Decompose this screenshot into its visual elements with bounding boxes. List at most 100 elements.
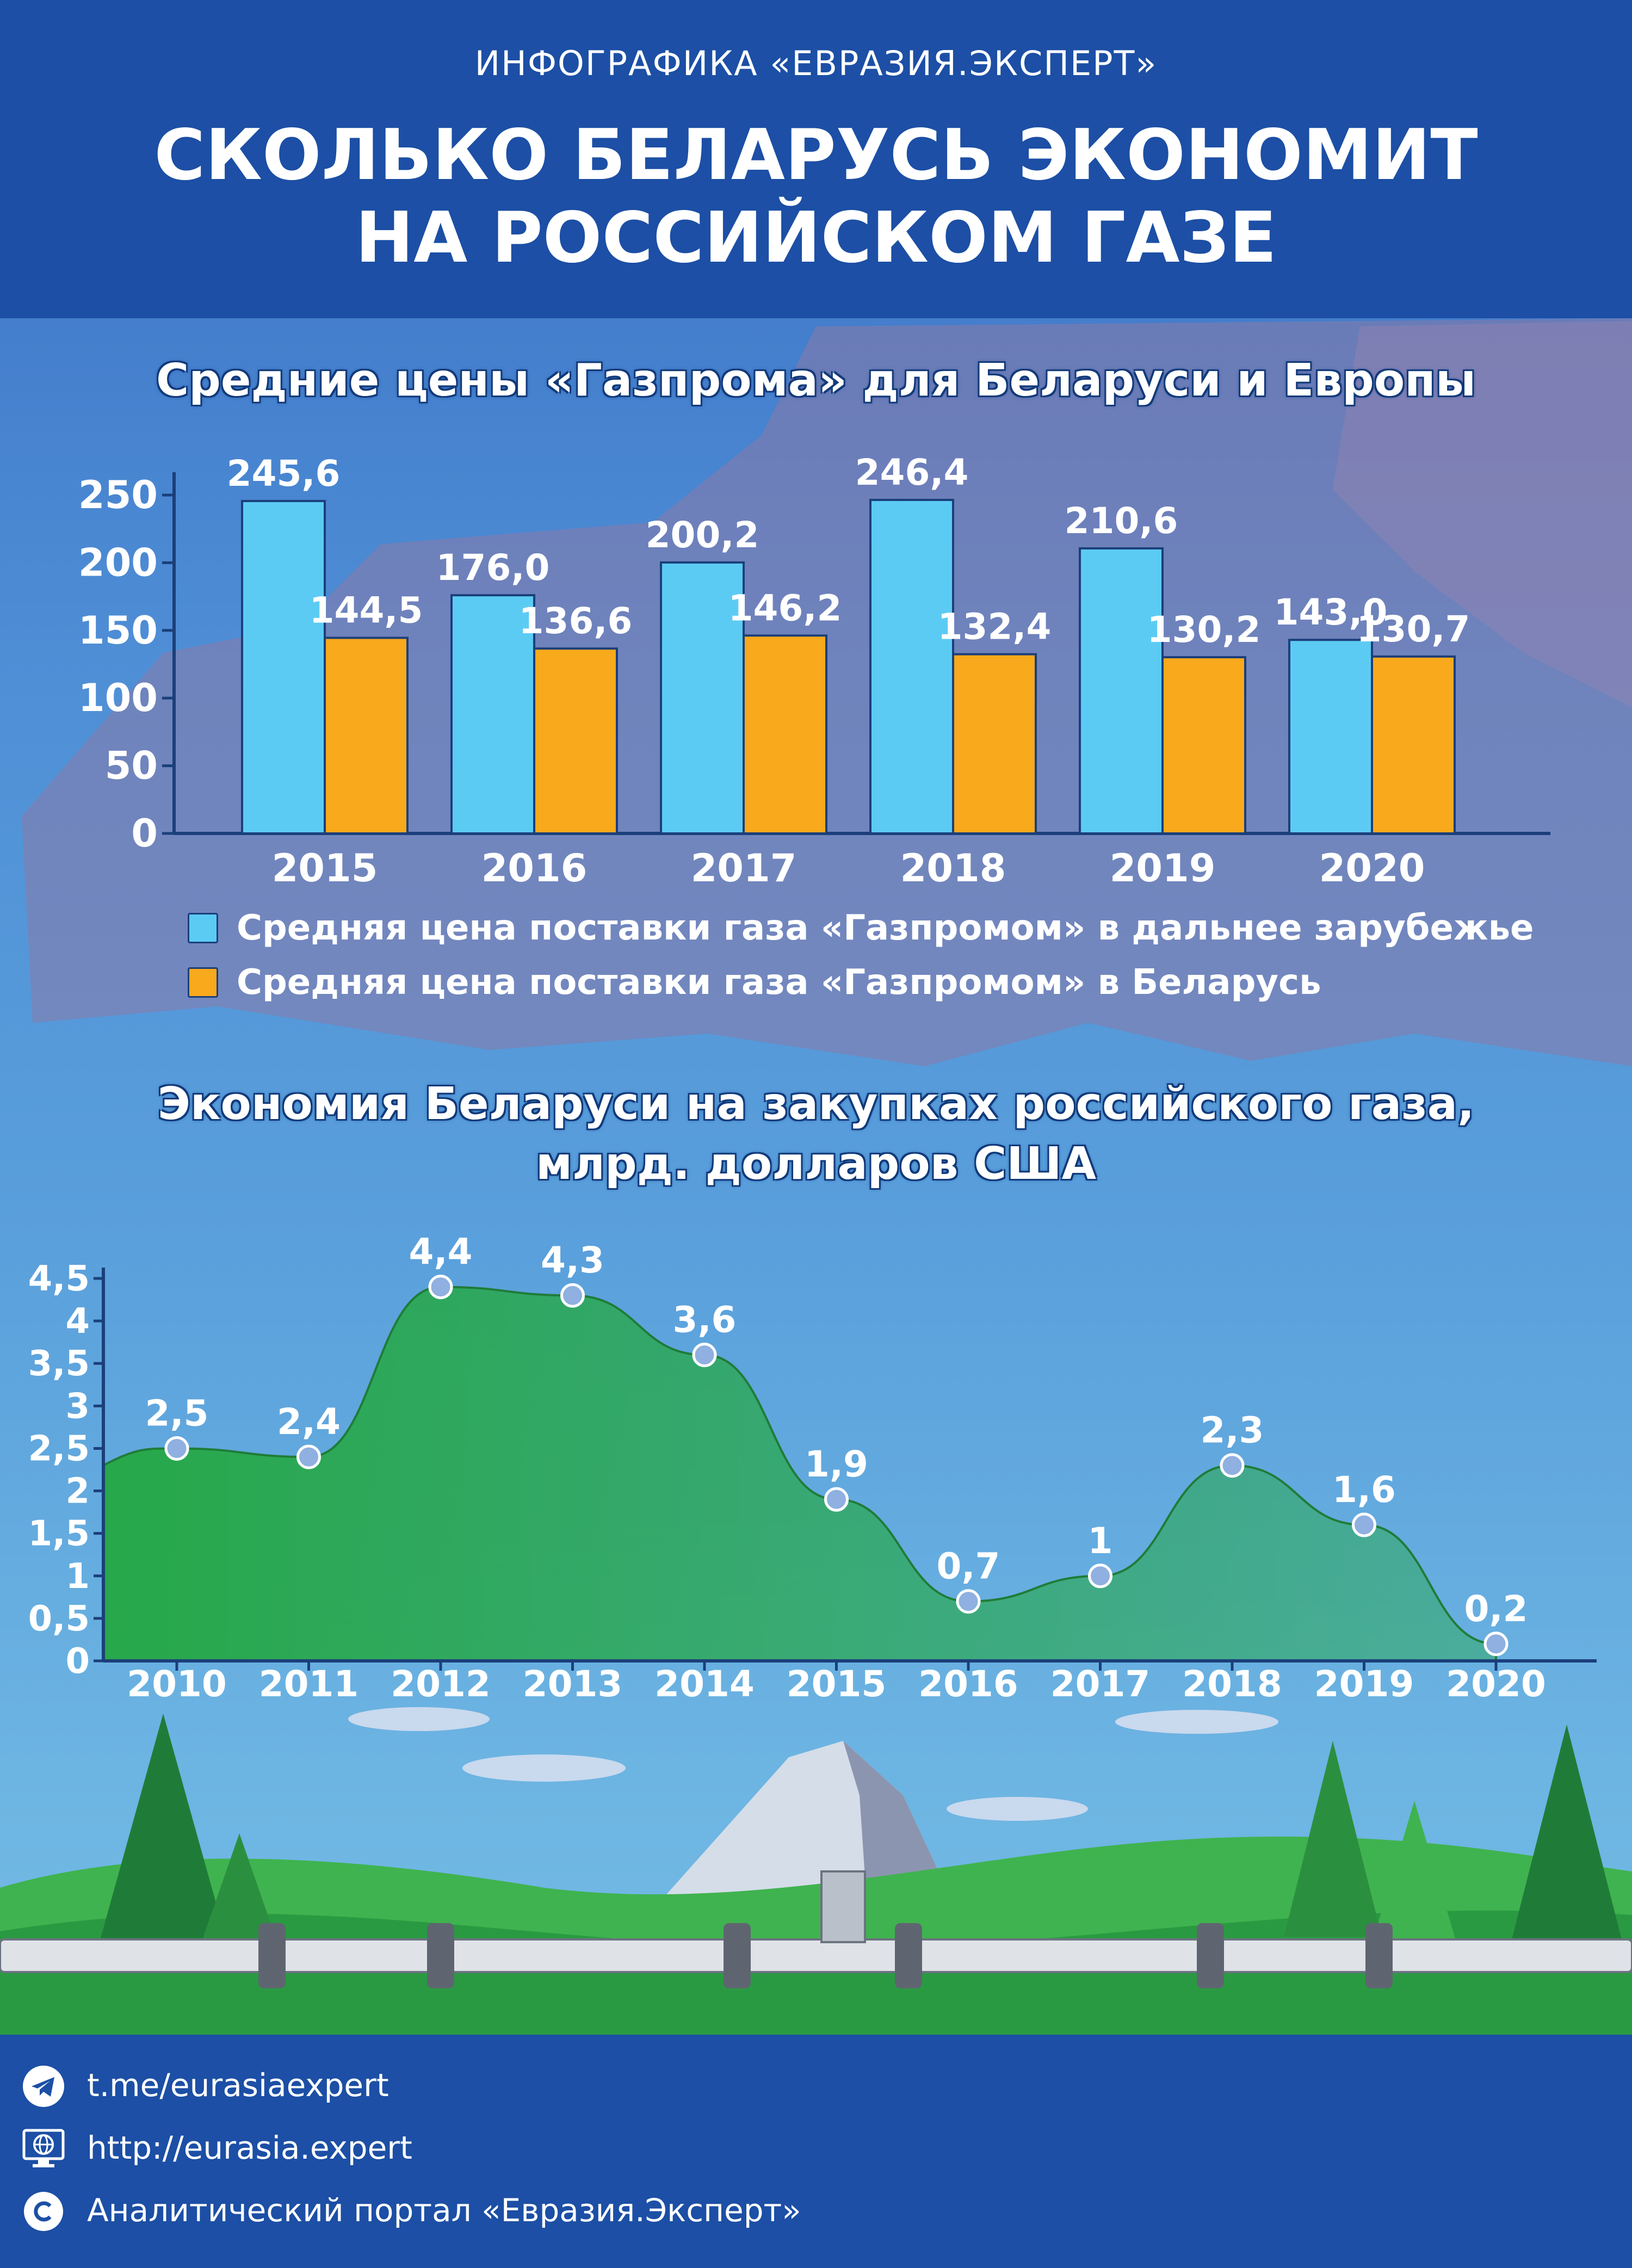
pipeline-joint-6 (1365, 1923, 1393, 1988)
bar-y-tick-label: 150 (78, 608, 158, 653)
area-y-tick-label: 3,5 (28, 1344, 90, 1384)
legend-item-belarus: Средняя цена поставки газа «Газпромом» в… (188, 962, 1602, 1005)
bar-value-label: 136,6 (519, 600, 633, 642)
area-y-tick-label: 1 (65, 1556, 90, 1597)
bar-x-tick-label: 2018 (900, 846, 1006, 891)
area-x-tick-label: 2017 (1050, 1663, 1151, 1705)
pipeline-joint-5 (1197, 1923, 1224, 1988)
area-point (560, 1283, 585, 1308)
cloud-4 (947, 1797, 1088, 1821)
tree-right-3 (1371, 1801, 1458, 1948)
legend-swatch-belarus (188, 967, 218, 998)
area-chart-title: Экономия Беларуси на закупках российског… (0, 1074, 1632, 1194)
main-title: СКОЛЬКО БЕЛАРУСЬ ЭКОНОМИТ НА РОССИЙСКОМ … (0, 114, 1632, 280)
bar-value-label: 245,6 (227, 453, 341, 495)
bar (533, 647, 618, 835)
pipeline-joint-4 (895, 1923, 922, 1988)
map-silhouette-2 (1333, 321, 1632, 707)
area-value-label: 2,3 (1201, 1410, 1264, 1451)
bar (743, 634, 827, 835)
area-x-tick-label: 2018 (1182, 1663, 1282, 1705)
bar-y-tick-label: 100 (78, 676, 158, 720)
footer-telegram[interactable]: t.me/eurasiaexpert (22, 2059, 1599, 2113)
bar (869, 498, 954, 835)
area-value-label: 1,9 (805, 1443, 868, 1485)
area-point (428, 1275, 453, 1300)
area-point (1220, 1453, 1245, 1478)
area-y-tick-label: 2,5 (28, 1429, 90, 1469)
bar (1161, 656, 1246, 835)
pipeline-joint-3 (724, 1923, 751, 1988)
tree-left-1 (98, 1714, 228, 1948)
cloud-1 (348, 1707, 490, 1731)
pipeline-joint-1 (258, 1923, 286, 1988)
bar (1371, 655, 1456, 835)
bar-y-tick-label: 200 (78, 540, 158, 585)
area-point (1483, 1632, 1509, 1657)
footer-copyright: Аналитический портал «Евразия.Эксперт» (22, 2184, 1599, 2239)
area-x-tick-label: 2015 (787, 1663, 887, 1705)
bar-value-label: 146,2 (728, 587, 842, 629)
area-point (956, 1589, 981, 1614)
bar-y-tick-label: 0 (131, 811, 158, 856)
telegram-link[interactable]: t.me/eurasiaexpert (87, 2067, 389, 2104)
area-point (1352, 1512, 1376, 1537)
bar-value-label: 130,7 (1357, 608, 1470, 650)
area-y-tick-label: 3 (65, 1386, 90, 1426)
bar-chart-title: Средние цены «Газпрома» для Беларуси и Е… (156, 355, 1476, 406)
bar-value-label: 176,0 (436, 547, 550, 589)
area-fill (102, 1286, 1497, 1662)
website-link[interactable]: http://eurasia.expert (87, 2129, 412, 2166)
legend-swatch-abroad (188, 913, 218, 943)
area-x-tick-label: 2014 (654, 1663, 755, 1705)
footer-website[interactable]: http://eurasia.expert (22, 2122, 1599, 2176)
area-y-tick-label: 1,5 (28, 1514, 90, 1554)
area-x-tick-label: 2020 (1446, 1663, 1546, 1705)
area-x-tick-label: 2010 (127, 1663, 227, 1705)
area-x-tick-label: 2012 (391, 1663, 491, 1705)
area-y-tick-label: 2 (65, 1472, 90, 1512)
bar-x-tick-label: 2016 (481, 846, 588, 891)
bar-y-tick-label: 250 (78, 473, 158, 517)
bar-chart: 0 50 100 150 200 250 245,6 144,5 2015 176,0 136,6 2… (78, 452, 1550, 891)
area-value-label: 0,2 (1464, 1588, 1528, 1630)
area-point (164, 1436, 189, 1461)
bar (1288, 639, 1373, 835)
legend-label-belarus: Средняя цена поставки газа «Газпромом» в… (237, 962, 1321, 1003)
pipeline-valve (820, 1870, 866, 1943)
area-x-tick-label: 2011 (259, 1663, 359, 1705)
bar (450, 594, 535, 835)
main-title-line1: СКОЛЬКО БЕЛАРУСЬ ЭКОНОМИТ (154, 115, 1478, 196)
area-value-label: 3,6 (673, 1299, 737, 1341)
bar-x-tick-label: 2015 (272, 846, 378, 891)
bar-value-label: 144,5 (310, 589, 423, 631)
globe-monitor-icon (22, 2129, 65, 2167)
area-point (1088, 1564, 1112, 1589)
bar-value-label: 210,6 (1065, 500, 1178, 542)
area-y-tick-label: 4 (65, 1301, 90, 1342)
bar (952, 653, 1037, 835)
area-value-label: 2,4 (277, 1401, 341, 1443)
cloud-3 (1115, 1710, 1278, 1734)
copyright-text: Аналитический портал «Евразия.Эксперт» (87, 2192, 801, 2229)
copyright-icon (24, 2192, 63, 2231)
telegram-icon (23, 2066, 64, 2107)
bar (241, 499, 326, 835)
area-chart: 00,511,522,533,544,52,520102,420114,4201… (28, 1259, 1597, 1705)
area-point (692, 1343, 717, 1368)
area-chart-title-line1: Экономия Беларуси на закупках российског… (157, 1078, 1475, 1130)
bar (324, 636, 409, 835)
area-y-tick-label: 0 (65, 1641, 90, 1682)
cloud-2 (462, 1754, 626, 1782)
footer: t.me/eurasiaexpert http://eurasia.expert… (0, 2035, 1632, 2268)
area-x-tick-label: 2016 (918, 1663, 1018, 1705)
area-y-tick-label: 0,5 (28, 1599, 90, 1639)
bar-value-label: 143,0 (1274, 591, 1388, 633)
area-y-tick-label: 4,5 (28, 1259, 90, 1299)
area-value-label: 0,7 (937, 1546, 1000, 1587)
bar-y-tick-label: 50 (105, 744, 158, 788)
area-chart-title-line2: млрд. долларов США (535, 1138, 1097, 1190)
supertitle: ИНФОГРАФИКА «ЕВРАЗИЯ.ЭКСПЕРТ» (474, 44, 1158, 83)
bar-x-tick-label: 2019 (1110, 846, 1216, 891)
